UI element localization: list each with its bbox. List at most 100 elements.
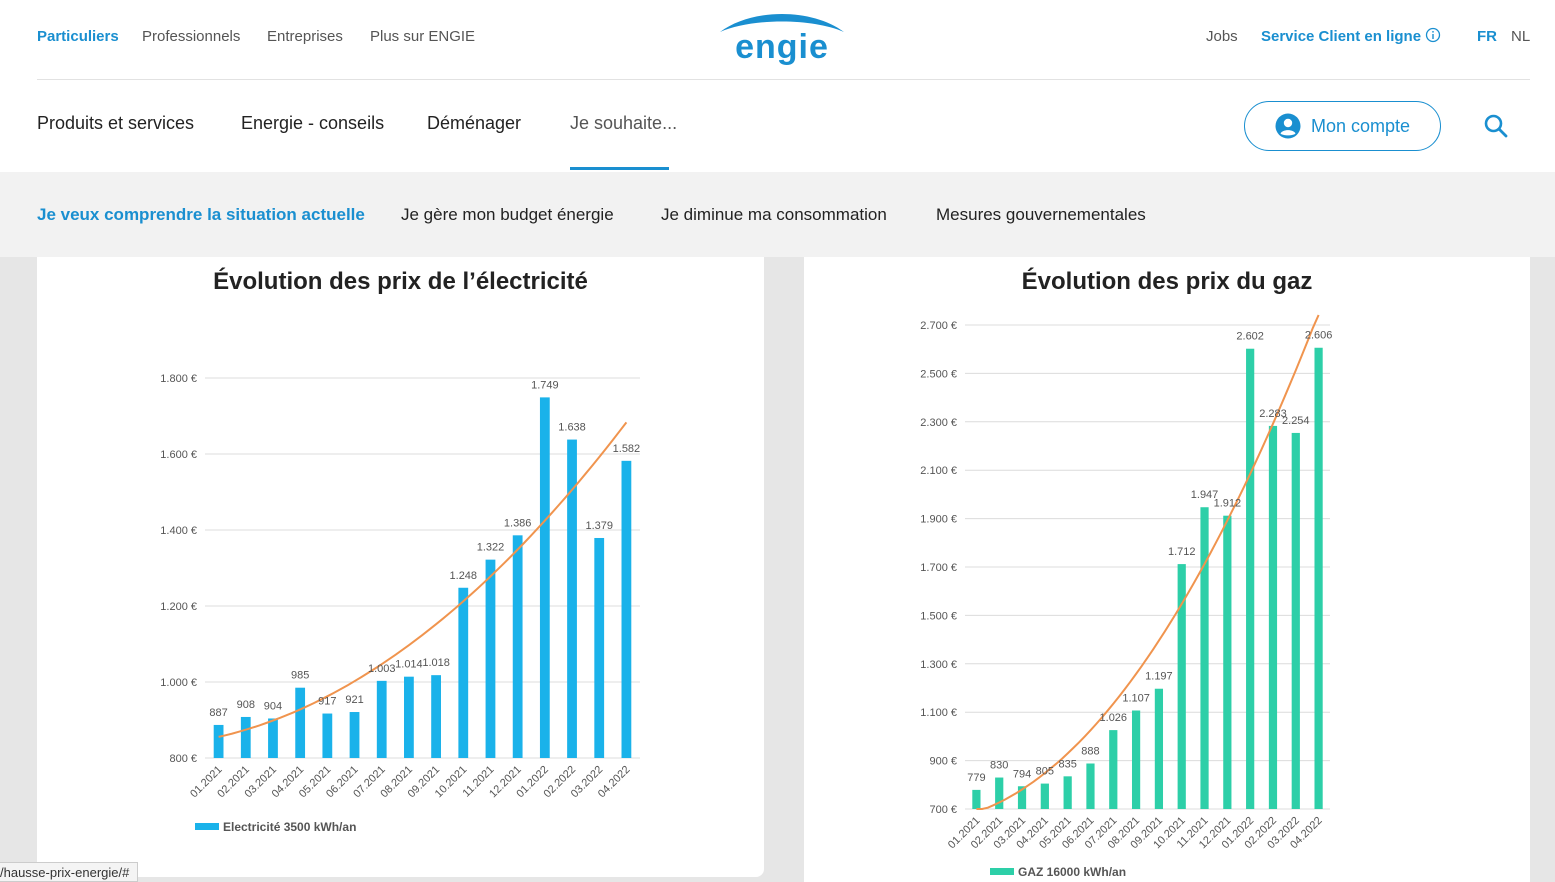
y-tick-label: 1.700 € bbox=[920, 562, 957, 574]
segment-plus-sur-engie[interactable]: Plus sur ENGIE bbox=[370, 28, 476, 45]
data-label: 1.248 bbox=[450, 570, 478, 582]
y-tick-label: 2.300 € bbox=[920, 417, 957, 429]
data-label: 2.602 bbox=[1236, 331, 1264, 343]
subnav-diminue-consommation[interactable]: Je diminue ma consommation bbox=[661, 205, 887, 224]
bar bbox=[539, 397, 550, 758]
bar bbox=[349, 712, 360, 758]
bar bbox=[1040, 783, 1049, 809]
status-bar-url: /hausse-prix-energie/# bbox=[0, 862, 139, 882]
bar bbox=[1200, 507, 1209, 809]
y-tick-label: 1.400 € bbox=[160, 525, 197, 537]
data-label: 917 bbox=[318, 696, 336, 708]
bar bbox=[567, 439, 577, 758]
bar bbox=[485, 559, 496, 758]
bar bbox=[621, 460, 632, 758]
bar bbox=[1268, 425, 1278, 809]
legend-label: Electricité 3500 kWh/an bbox=[223, 820, 356, 834]
main-nav: Produits et services Energie - conseils … bbox=[0, 80, 1555, 172]
top-bar: Particuliers Professionnels Entreprises … bbox=[0, 0, 1555, 80]
data-label: 1.582 bbox=[613, 443, 641, 455]
data-label: 1.014 bbox=[395, 659, 423, 671]
y-tick-label: 1.200 € bbox=[160, 601, 197, 613]
lang-fr[interactable]: FR bbox=[1477, 28, 1497, 45]
bar bbox=[322, 713, 333, 758]
bar bbox=[1063, 776, 1072, 809]
data-label: 1.386 bbox=[504, 517, 532, 529]
bar bbox=[995, 777, 1004, 809]
trendline bbox=[218, 421, 628, 738]
y-tick-label: 1.100 € bbox=[920, 707, 957, 719]
nav-produits-services[interactable]: Produits et services bbox=[37, 113, 195, 133]
bar bbox=[512, 535, 523, 758]
gas-chart: 700 € 900 € 1.100 € 1.300 € 1.500 € 1.700 € 1.… bbox=[920, 314, 1333, 879]
gas-chart-title: Évolution des prix du gaz bbox=[1021, 268, 1313, 295]
data-label: 904 bbox=[264, 700, 282, 712]
header-divider bbox=[37, 79, 1530, 80]
bar bbox=[594, 537, 605, 758]
legend-swatch bbox=[195, 823, 219, 830]
data-label: 794 bbox=[1013, 768, 1031, 780]
y-tick-label: 1.900 € bbox=[920, 514, 957, 526]
lang-nl[interactable]: NL bbox=[1511, 28, 1531, 45]
mon-compte-label: Mon compte bbox=[1311, 115, 1411, 136]
data-label: 1.003 bbox=[368, 663, 396, 675]
bar bbox=[1223, 515, 1232, 809]
data-label: 887 bbox=[209, 707, 227, 719]
segment-professionnels[interactable]: Professionnels bbox=[142, 28, 241, 45]
search-icon[interactable] bbox=[1482, 112, 1510, 140]
nav-je-souhaite[interactable]: Je souhaite... bbox=[570, 113, 678, 133]
subnav-mesures-gouvernementales[interactable]: Mesures gouvernementales bbox=[936, 205, 1146, 224]
subnav-comprendre-situation[interactable]: Je veux comprendre la situation actuelle bbox=[37, 205, 365, 224]
service-client-link[interactable]: Service Client en ligne bbox=[1261, 28, 1422, 45]
bar bbox=[1291, 432, 1300, 809]
y-tick-label: 1.500 € bbox=[920, 610, 957, 622]
y-tick-label: 700 € bbox=[929, 804, 957, 816]
bar bbox=[1246, 348, 1255, 809]
mon-compte-button[interactable]: Mon compte bbox=[1244, 101, 1441, 151]
y-tick-label: 1.800 € bbox=[160, 373, 197, 385]
engie-logo-mark: engie bbox=[720, 14, 844, 66]
bar bbox=[1177, 564, 1186, 809]
data-label: 1.749 bbox=[531, 379, 559, 391]
y-tick-label: 900 € bbox=[929, 756, 957, 768]
bar bbox=[1131, 710, 1141, 809]
engie-logo[interactable]: engie bbox=[712, 10, 852, 66]
bar bbox=[458, 587, 469, 758]
segment-particuliers[interactable]: Particuliers bbox=[37, 28, 119, 45]
data-label: 830 bbox=[990, 760, 1008, 772]
sub-nav: Je veux comprendre la situation actuelle… bbox=[0, 172, 1555, 257]
y-tick-label: 2.100 € bbox=[920, 465, 957, 477]
y-tick-label: 1.000 € bbox=[160, 677, 197, 689]
data-label: 1.107 bbox=[1122, 693, 1150, 705]
segment-entreprises[interactable]: Entreprises bbox=[267, 28, 343, 45]
electricity-chart: 800 € 1.000 € 1.200 € 1.400 € 1.600 € 1.800 €… bbox=[160, 373, 641, 834]
y-tick-label: 2.700 € bbox=[920, 320, 957, 332]
electricity-chart-title: Évolution des prix de l’électricité bbox=[213, 268, 588, 295]
gas-card bbox=[804, 257, 1530, 882]
y-tick-label: 2.500 € bbox=[920, 368, 957, 380]
data-label: 2.283 bbox=[1259, 408, 1287, 420]
nav-energie-conseils[interactable]: Energie - conseils bbox=[241, 113, 385, 133]
data-label: 985 bbox=[291, 670, 309, 682]
data-label: 2.606 bbox=[1305, 330, 1333, 342]
bar bbox=[1109, 730, 1118, 809]
data-label: 908 bbox=[237, 699, 255, 711]
data-label: 1.197 bbox=[1145, 671, 1173, 683]
data-label: 1.322 bbox=[477, 542, 505, 554]
bar bbox=[431, 675, 441, 758]
data-label: 1.026 bbox=[1100, 712, 1128, 724]
bar bbox=[404, 676, 414, 758]
bar bbox=[213, 724, 224, 758]
nav-active-underline bbox=[570, 167, 669, 170]
data-label: 888 bbox=[1081, 746, 1099, 758]
info-icon[interactable] bbox=[1425, 27, 1441, 47]
data-label: 1.638 bbox=[558, 422, 586, 434]
nav-demenager[interactable]: Déménager bbox=[427, 113, 522, 133]
logo-text: engie bbox=[735, 28, 829, 66]
bar bbox=[1154, 688, 1164, 809]
y-tick-label: 1.300 € bbox=[920, 659, 957, 671]
subnav-budget-energie[interactable]: Je gère mon budget énergie bbox=[401, 205, 614, 224]
jobs-link[interactable]: Jobs bbox=[1206, 28, 1238, 45]
data-label: 779 bbox=[967, 772, 985, 784]
legend-label: GAZ 16000 kWh/an bbox=[1018, 865, 1126, 879]
